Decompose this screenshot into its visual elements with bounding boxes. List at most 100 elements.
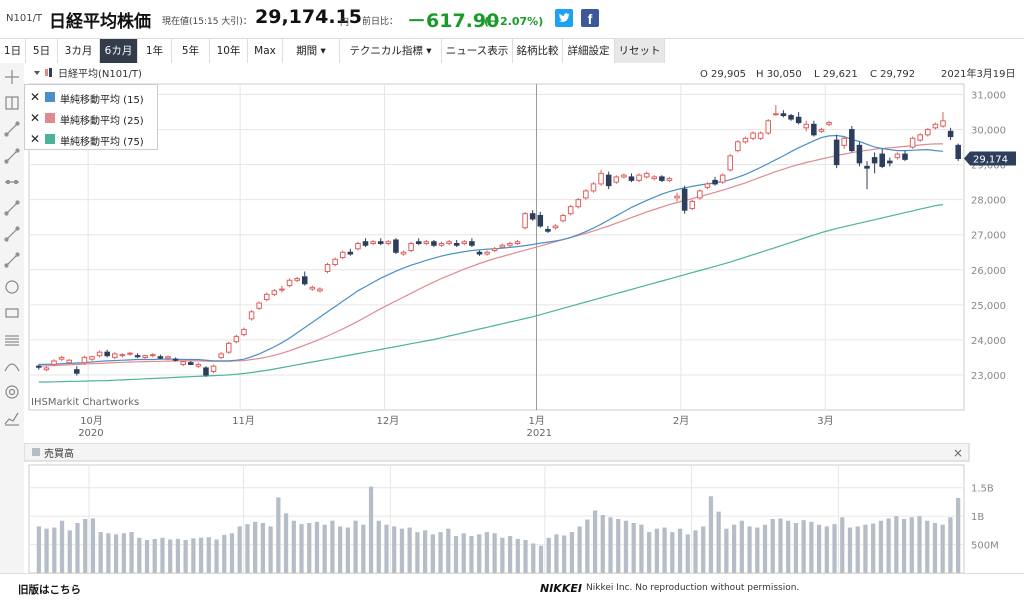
price-change-percent: (－2.07%) (484, 15, 544, 28)
candle (940, 112, 946, 128)
candle (773, 105, 779, 116)
header-bar: N101/T 日経平均株価 現在値(15:15 大引)： 29,174.15 円… (0, 0, 1024, 38)
ray-icon[interactable] (3, 199, 21, 217)
arc-icon[interactable] (3, 357, 21, 375)
toolbar-item-12[interactable]: 詳細設定 (563, 39, 615, 64)
volume-bar (716, 511, 721, 573)
candle (66, 359, 72, 365)
candle (119, 353, 126, 358)
candle (461, 239, 468, 246)
measure-icon[interactable] (3, 94, 21, 112)
toolbar-item-3[interactable]: 6カ月 (100, 39, 138, 64)
toolbar-item-1[interactable]: 5日 (26, 39, 58, 64)
toolbar-item-10[interactable]: ニュース表示 (442, 39, 513, 64)
y-tick-label: 24,000 (971, 336, 1006, 347)
collapse-icon[interactable] (34, 71, 40, 75)
candle (203, 366, 209, 377)
candle (453, 239, 460, 247)
price-chart[interactable]: 日経平均(N101/T) O 29,905 H 30,050 L 29,621 C 29… (24, 63, 1024, 443)
trendline-ext-icon[interactable] (3, 147, 21, 165)
volume-bar (623, 520, 629, 573)
volume-bar (940, 524, 945, 573)
trendline-icon[interactable] (3, 120, 21, 138)
candle (484, 250, 490, 256)
candle (423, 239, 430, 246)
volume-bar (701, 526, 706, 573)
candle (735, 140, 741, 153)
volume-bar (144, 540, 150, 573)
last-price-tag-label: 29,174 (973, 155, 1008, 166)
candle (476, 250, 483, 256)
rectangle-icon[interactable] (3, 304, 21, 322)
ma15-line (38, 134, 944, 365)
old-version-link[interactable]: 旧版はこちら (18, 584, 81, 596)
toolbar-item-8[interactable]: 期間 ▾ (283, 39, 340, 64)
toolbar-item-4[interactable]: 1年 (138, 39, 172, 64)
volume-bar (137, 537, 142, 573)
volume-bar (345, 527, 350, 573)
volume-bar (894, 516, 899, 573)
candle (393, 238, 399, 255)
remove-indicator-icon[interactable]: ✕ (30, 132, 41, 146)
candle (788, 113, 794, 121)
candle (909, 136, 916, 149)
candle (643, 171, 650, 179)
volume-bar (44, 528, 49, 573)
candle (187, 360, 194, 366)
candle (712, 176, 718, 186)
volume-bar (438, 532, 443, 573)
remove-indicator-icon[interactable]: ✕ (30, 90, 41, 104)
crosshair-icon[interactable] (3, 68, 21, 86)
candle (347, 248, 354, 256)
x-tick-label: 11月 (232, 415, 255, 427)
x-tick-label: 1月 (528, 415, 544, 427)
toolbar-item-13[interactable]: リセット (615, 39, 665, 64)
toolbar-item-9[interactable]: テクニカル指標 ▾ (340, 39, 442, 64)
volume-bar (129, 532, 134, 573)
volume-bar (330, 520, 335, 573)
toolbar-item-2[interactable]: 3カ月 (58, 39, 100, 64)
facebook-icon[interactable]: f (581, 9, 599, 27)
target-icon[interactable] (3, 383, 21, 401)
candle (955, 143, 961, 162)
volume-bar (840, 517, 845, 573)
indicator-icon[interactable] (3, 409, 21, 427)
close-volume-icon[interactable]: × (953, 446, 963, 460)
candle (932, 122, 939, 130)
volume-bar (816, 524, 822, 573)
candle (567, 204, 574, 216)
copyright: Nikkei Inc. No reproduction without perm… (586, 583, 800, 593)
volume-bar (376, 520, 381, 573)
toolbar-item-11[interactable]: 銘柄比較 (513, 39, 563, 64)
twitter-icon[interactable] (555, 9, 573, 27)
candle (856, 141, 863, 167)
candle (112, 352, 118, 360)
volume-bar (113, 534, 119, 573)
candle (659, 175, 665, 183)
volume-chart[interactable]: 売買高 × 500M 1B 1.5B (24, 443, 1024, 573)
fib-icon[interactable] (3, 331, 21, 349)
candle (400, 250, 407, 256)
segment-icon[interactable] (3, 251, 21, 269)
volume-bar (245, 524, 250, 573)
ray-dotted-icon[interactable] (3, 225, 21, 243)
toolbar-item-6[interactable]: 10年 (210, 39, 248, 64)
volume-bar (384, 524, 389, 573)
candle (309, 285, 316, 291)
volume-bar (762, 524, 768, 573)
volume-bar (654, 528, 659, 573)
volume-bar (786, 520, 791, 573)
legend-swatch (45, 92, 55, 102)
volume-bar (855, 526, 860, 573)
toolbar-item-5[interactable]: 5年 (172, 39, 210, 64)
volume-bar (160, 537, 165, 573)
candle (355, 241, 361, 251)
circle-icon[interactable] (3, 278, 21, 296)
volume-bar (731, 524, 737, 573)
volume-bar (368, 486, 374, 573)
toolbar-item-7[interactable]: Max (248, 39, 283, 64)
volume-bar (639, 524, 644, 573)
hline-icon[interactable] (3, 173, 21, 191)
toolbar-item-0[interactable]: 1日 (0, 39, 26, 64)
remove-indicator-icon[interactable]: ✕ (30, 111, 41, 125)
